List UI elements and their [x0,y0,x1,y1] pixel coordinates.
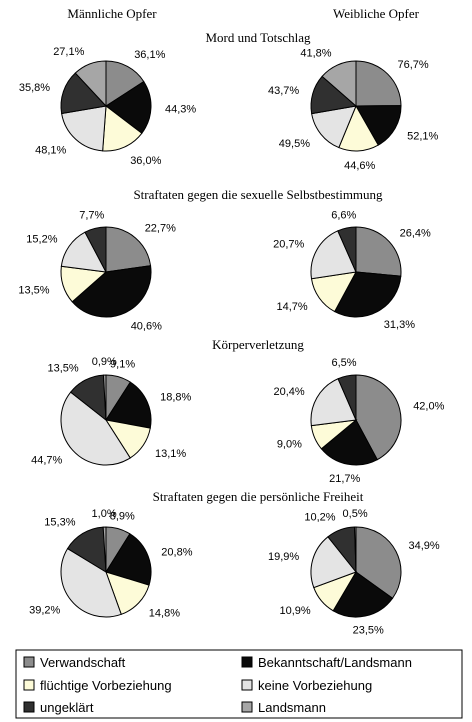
section-title-koerper: Körperverletzung [212,337,304,352]
section-title-mord: Mord und Totschlag [205,30,311,45]
pie-slice-0-2 [102,105,143,152]
legend: Verwandschaft Bekanntschaft/Landsmann fl… [15,649,463,719]
pie-label-5-4: 6,5% [331,357,356,369]
pie-slice-3-1 [333,271,402,318]
legend-swatch-fluechtig [23,679,35,691]
pie-label-4-1: 18,8% [160,392,191,404]
pie-label-4-3: 44,7% [31,455,62,467]
pie-slice-6-1 [105,533,152,586]
pie-slice-3-3 [310,230,357,280]
pie-slice-7-0 [355,526,402,599]
pie-slice-0-1 [105,80,152,134]
pie-label-5-0: 42,0% [413,401,444,413]
pie-slice-0-0 [105,60,145,107]
column-header-male: Männliche Opfer [67,6,157,21]
pie-label-1-4: 43,7% [268,85,299,97]
pie-slice-6-3 [60,547,122,618]
pie-label-0-2: 36,0% [130,155,161,167]
legend-label-fluechtig: flüchtige Vorbeziehung [40,678,172,693]
section-title-freiheit: Straftaten gegen die persönliche Freihei… [153,489,364,504]
column-header-female: Weibliche Opfer [333,6,420,21]
pie-label-0-0: 36,1% [134,49,165,61]
pie-label-5-2: 9,0% [277,439,302,451]
pie-label-2-3: 15,2% [26,233,57,245]
pie-slice-5-1 [320,419,378,466]
pie-slice-0-3 [61,105,107,152]
pie-label-3-3: 20,7% [273,239,304,251]
pie-label-5-1: 21,7% [329,473,360,485]
pie-label-7-2: 10,9% [279,605,310,617]
legend-label-bekanntschaft: Bekanntschaft/Landsmann [258,655,412,670]
pie-slice-7-3 [310,536,357,589]
pie-label-6-4: 15,3% [44,517,75,529]
pie-label-5-3: 20,4% [273,386,304,398]
pie-label-4-5: 0,9% [92,356,117,368]
legend-label-ungeklaert: ungeklärt [40,700,94,715]
pie-slice-7-1 [332,571,394,618]
pie-label-7-3: 19,9% [268,551,299,563]
pie-label-7-5: 0,5% [343,508,368,520]
pie-slice-6-5 [102,526,107,573]
pie-label-7-4: 10,2% [304,512,335,524]
pie-label-6-3: 39,2% [29,604,60,616]
pie-slice-2-4 [84,226,107,273]
pie-slice-3-4 [337,226,357,273]
pie-slice-1-1 [355,105,402,146]
pie-slice-1-0 [355,60,402,107]
pie-label-3-2: 14,7% [276,301,307,313]
section-title-sexuell: Straftaten gegen die sexuelle Selbstbest… [133,187,383,202]
pie-label-6-2: 14,8% [149,608,180,620]
pie-label-2-4: 7,7% [79,210,104,222]
pie-label-0-4: 35,8% [19,82,50,94]
pie-label-1-1: 52,1% [407,130,438,142]
legend-swatch-landsmann [241,701,253,713]
pie-label-3-0: 26,4% [400,227,431,239]
pie-label-0-5: 27,1% [53,46,84,58]
pie-label-1-0: 76,7% [398,59,429,71]
pie-slice-4-5 [102,374,107,421]
pie-label-6-1: 20,8% [161,546,192,558]
pie-slice-5-4 [337,374,357,421]
pie-label-3-4: 6,6% [331,209,356,221]
pie-slice-1-5 [321,60,357,108]
pie-label-2-1: 40,6% [131,321,162,333]
pie-label-1-2: 44,6% [344,160,375,172]
pie-slice-7-5 [354,526,357,573]
pie-label-2-0: 22,7% [145,223,176,235]
pie-slice-2-0 [105,226,152,273]
pie-label-6-0: 8,9% [110,510,135,522]
pie-label-3-1: 31,3% [384,319,415,331]
pie-slice-5-3 [310,378,357,427]
legend-swatch-keine [241,679,253,691]
legend-label-landsmann: Landsmann [258,700,326,715]
legend-label-verwandschaft: Verwandschaft [40,655,126,670]
legend-swatch-verwandschaft [23,656,35,668]
pie-label-6-5: 1,0% [92,508,117,520]
legend-swatch-ungeklaert [23,701,35,713]
pie-charts: 36,1% 44,3% 36,0% 48,1% 35,8% 27,1% 76,7% 52,1%… [18,46,444,637]
pie-label-7-1: 23,5% [353,625,384,637]
pie-label-7-0: 34,9% [409,540,440,552]
legend-frame [15,649,463,719]
legend-swatch-bekanntschaft [241,656,253,668]
pie-label-4-4: 13,5% [47,363,78,375]
legend-label-keine: keine Vorbeziehung [258,678,372,693]
pie-label-2-2: 13,5% [18,284,49,296]
pie-slice-4-3 [60,391,131,466]
pie-slice-2-1 [71,265,152,318]
pie-slice-3-0 [355,226,402,277]
pie-slice-5-0 [355,374,402,461]
pie-slice-0-5 [74,60,107,108]
pie-label-1-5: 41,8% [300,47,331,59]
pie-label-4-2: 13,1% [155,448,186,460]
pie-label-4-0: 9,1% [110,358,135,370]
pie-label-1-3: 49,5% [279,138,310,150]
pie-slice-4-1 [105,381,152,429]
pie-label-0-3: 48,1% [35,145,66,157]
pie-slice-1-3 [311,105,357,149]
pie-label-0-1: 44,3% [165,103,196,115]
